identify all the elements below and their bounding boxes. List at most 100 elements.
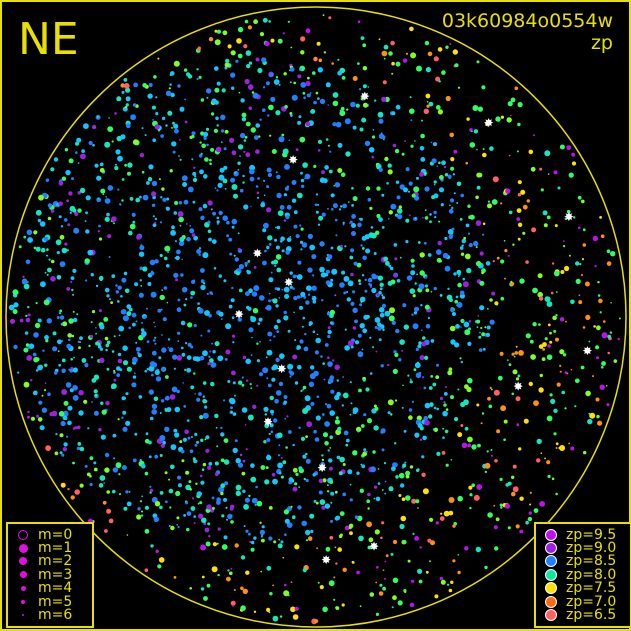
star-mark (134, 432, 138, 436)
star-mark (593, 325, 596, 328)
star-mark (425, 324, 431, 329)
star-mark (125, 87, 131, 93)
star-mark (468, 320, 472, 323)
magnitude-symbol-icon (14, 557, 32, 566)
star-mark (73, 317, 78, 323)
star-mark (410, 119, 413, 121)
star-mark (45, 339, 49, 343)
star-mark (216, 542, 219, 545)
star-mark (172, 354, 178, 360)
star-mark (327, 329, 332, 335)
star-mark (118, 334, 121, 337)
star-mark (104, 452, 110, 458)
star-mark (131, 212, 136, 217)
star-mark (44, 335, 49, 340)
star-mark (178, 155, 180, 157)
star-mark (199, 474, 203, 478)
star-mark (250, 127, 256, 133)
star-mark (444, 385, 447, 388)
star-mark (121, 277, 127, 283)
star-mark (300, 389, 303, 393)
star-mark (411, 579, 415, 583)
star-mark (450, 395, 454, 400)
star-mark (361, 348, 364, 351)
star-mark (104, 287, 110, 293)
star-mark (481, 412, 485, 415)
star-mark (144, 471, 149, 476)
star-mark (528, 381, 533, 387)
star-mark (301, 184, 305, 188)
star-mark (352, 450, 358, 456)
star-mark (314, 437, 320, 442)
star-mark (457, 282, 462, 288)
star-mark (491, 199, 498, 205)
star-mark (252, 404, 257, 409)
bright-star-icon: ✸ (263, 415, 273, 429)
star-mark (151, 409, 157, 415)
star-mark (193, 166, 196, 169)
bright-star-icon: ✸ (564, 210, 574, 224)
star-mark (422, 336, 426, 340)
star-mark (384, 480, 387, 483)
star-mark (303, 477, 306, 481)
star-mark (151, 105, 156, 110)
star-mark (200, 279, 205, 284)
star-mark (306, 285, 312, 292)
star-mark (439, 576, 444, 581)
star-mark (322, 362, 326, 365)
star-mark (206, 292, 209, 295)
star-mark (522, 204, 528, 210)
star-mark (151, 373, 154, 377)
star-mark (504, 277, 506, 280)
star-mark (293, 210, 298, 215)
star-mark (262, 17, 268, 23)
star-mark (326, 490, 330, 493)
star-mark (61, 453, 65, 457)
star-mark (599, 311, 602, 314)
star-mark (316, 333, 319, 336)
star-mark (218, 486, 225, 493)
star-mark (390, 203, 397, 210)
star-mark (405, 474, 410, 479)
star-mark (270, 430, 274, 434)
star-mark (409, 214, 411, 217)
star-mark (103, 317, 109, 322)
star-mark (199, 501, 203, 505)
star-mark (241, 471, 246, 476)
star-mark (214, 29, 218, 33)
star-mark (272, 615, 279, 622)
star-mark (63, 218, 68, 222)
star-mark (310, 109, 316, 114)
star-mark (168, 347, 174, 353)
star-mark (43, 299, 50, 306)
star-mark (479, 305, 485, 311)
star-mark (454, 299, 459, 304)
star-mark (220, 114, 226, 121)
star-mark (517, 222, 523, 227)
star-mark (292, 287, 295, 290)
star-mark (232, 381, 236, 385)
star-mark (361, 274, 365, 277)
star-mark (419, 355, 425, 361)
star-mark (84, 220, 87, 223)
star-mark (231, 370, 236, 376)
star-mark (126, 534, 129, 536)
star-mark (291, 198, 297, 203)
star-mark (419, 426, 424, 431)
star-mark (379, 583, 383, 587)
star-mark (258, 317, 263, 322)
star-mark (460, 424, 464, 427)
star-mark (259, 118, 262, 121)
star-mark (174, 201, 179, 205)
star-mark (538, 323, 541, 326)
star-mark (71, 334, 75, 338)
star-mark (352, 125, 357, 130)
star-mark (268, 432, 271, 436)
star-mark (192, 356, 198, 361)
star-mark (37, 218, 42, 223)
star-mark (123, 83, 130, 89)
star-mark (359, 127, 364, 132)
star-mark (170, 525, 175, 531)
star-mark (421, 329, 423, 332)
star-mark (284, 518, 290, 524)
